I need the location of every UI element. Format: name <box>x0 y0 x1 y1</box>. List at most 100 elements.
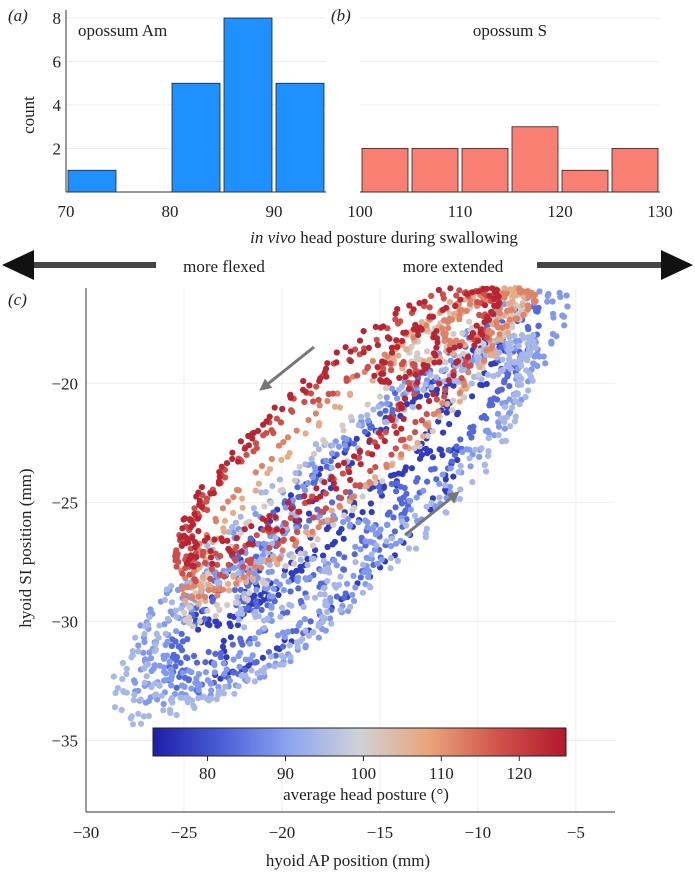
scatter-point <box>495 432 502 439</box>
scatter-point <box>346 469 353 476</box>
scatter-point <box>227 634 234 641</box>
scatter-point <box>448 458 455 465</box>
scatter-point <box>324 517 331 524</box>
scatter-point <box>280 643 287 650</box>
scatter-point <box>443 409 450 416</box>
scatter-point <box>388 480 395 488</box>
scatter-point <box>289 497 296 504</box>
scatter-point <box>335 550 342 557</box>
scatter-point <box>220 637 227 645</box>
scatter-point <box>173 628 180 635</box>
scatter-point <box>312 468 319 475</box>
scatter-point <box>234 594 241 601</box>
scatter-point <box>477 326 484 333</box>
scatter-point <box>252 613 259 621</box>
scatter-point <box>233 580 240 587</box>
scatter-point <box>294 528 301 536</box>
scatter-point <box>491 295 498 303</box>
scatter-point <box>386 414 394 421</box>
scatter-point <box>447 489 454 496</box>
scatter-point <box>399 471 406 478</box>
scatter-point <box>331 581 338 589</box>
scatter-point <box>393 337 400 344</box>
scatter-point <box>413 494 420 501</box>
scatter-point <box>303 524 310 531</box>
scatter-point <box>400 358 407 366</box>
scatter-point <box>495 423 503 430</box>
scatter-point <box>305 417 312 424</box>
scatter-point <box>347 413 355 420</box>
x-tick-label: 90 <box>266 202 283 221</box>
colorbar-tick-label: 120 <box>506 764 532 783</box>
scatter-point <box>359 589 366 596</box>
scatter-point <box>178 630 185 638</box>
scatter-point <box>130 697 137 704</box>
scatter-point <box>320 552 327 559</box>
scatter-point <box>427 371 434 378</box>
scatter-point <box>268 603 275 610</box>
scatter-point <box>323 608 331 616</box>
colorbar: 80 90 100 110 120 average head posture (°) <box>152 727 567 804</box>
scatter-point <box>369 451 376 458</box>
scatter-point <box>428 499 435 507</box>
shared-xlabel-italic: in vivo <box>250 228 296 247</box>
scatter-point <box>164 615 171 622</box>
scatter-point <box>433 374 440 381</box>
panel-c-points <box>110 285 571 728</box>
scatter-point <box>185 676 192 683</box>
scatter-point <box>162 677 169 684</box>
x-tick-label: −10 <box>465 823 492 842</box>
scatter-point <box>189 623 197 630</box>
scatter-point <box>282 520 289 528</box>
scatter-point <box>399 337 406 345</box>
scatter-point <box>320 437 327 444</box>
scatter-point <box>530 338 537 345</box>
scatter-point <box>342 489 349 496</box>
scatter-point <box>433 476 440 483</box>
histogram-bar <box>275 82 325 193</box>
scatter-point <box>512 337 520 345</box>
scatter-point <box>456 342 463 350</box>
panel-c-label: (c) <box>8 290 27 309</box>
scatter-point <box>251 659 258 666</box>
scatter-point <box>197 588 204 595</box>
scatter-point <box>241 667 249 674</box>
scatter-point <box>360 349 367 356</box>
scatter-point <box>374 342 381 349</box>
scatter-point <box>481 462 488 469</box>
scatter-point <box>199 573 206 581</box>
scatter-point <box>307 390 315 397</box>
scatter-point <box>313 485 320 492</box>
scatter-point <box>265 556 272 563</box>
scatter-point <box>334 390 341 397</box>
colorbar-tick-label: 90 <box>277 764 294 783</box>
scatter-point <box>280 439 287 446</box>
scatter-point <box>188 697 196 704</box>
scatter-point <box>549 298 556 305</box>
scatter-point <box>457 462 464 469</box>
scatter-point <box>446 299 453 306</box>
scatter-point <box>418 417 425 424</box>
scatter-point <box>271 663 278 670</box>
scatter-point <box>224 498 232 505</box>
scatter-point <box>118 706 125 714</box>
scatter-point <box>312 441 319 448</box>
scatter-point <box>180 591 187 598</box>
scatter-point <box>415 403 422 410</box>
scatter-point <box>284 453 291 460</box>
scatter-point <box>494 388 501 395</box>
scatter-point <box>506 356 513 363</box>
scatter-point <box>173 711 180 719</box>
scatter-point <box>351 493 358 500</box>
scatter-point <box>175 643 182 650</box>
scatter-point <box>265 525 273 532</box>
scatter-point <box>229 449 236 456</box>
scatter-point <box>524 323 531 331</box>
scatter-point <box>444 319 451 326</box>
scatter-point <box>195 626 202 633</box>
scatter-point <box>361 428 369 435</box>
scatter-point <box>179 670 186 677</box>
scatter-point <box>178 605 185 612</box>
scatter-point <box>160 700 167 708</box>
scatter-point <box>505 347 512 354</box>
